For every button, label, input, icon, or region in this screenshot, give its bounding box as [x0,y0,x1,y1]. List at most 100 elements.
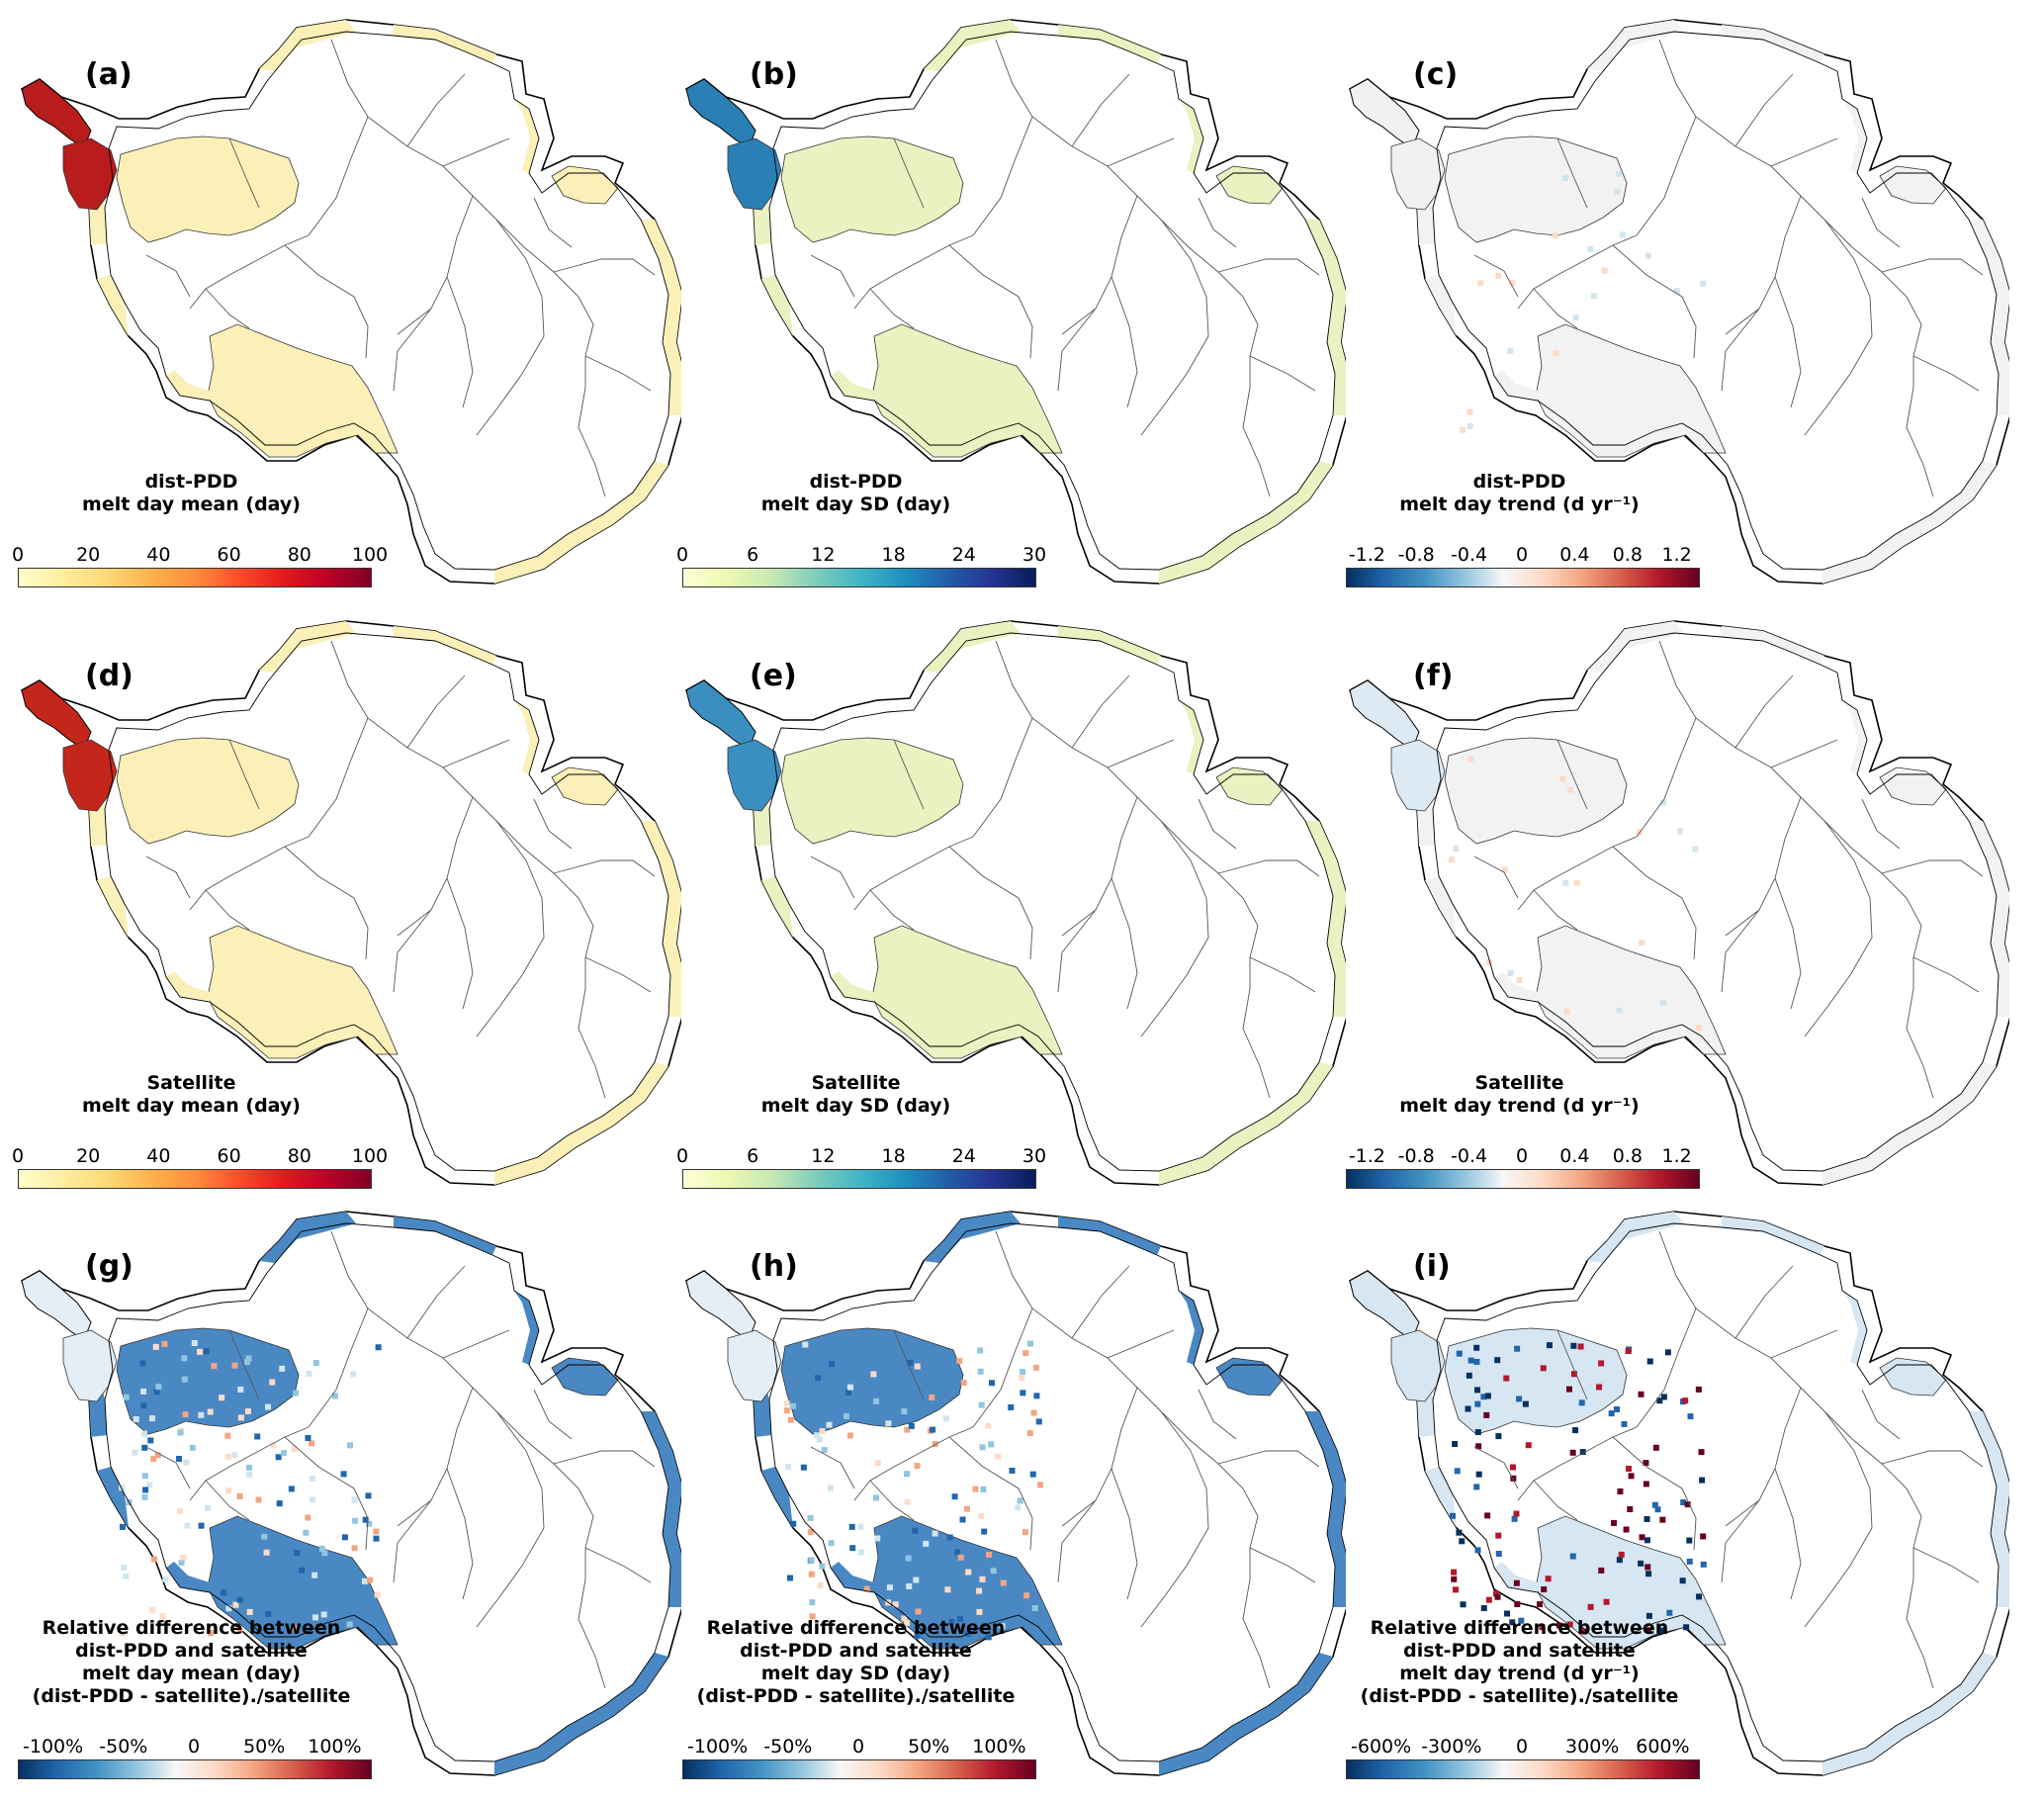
colorbar-c [1346,568,1700,587]
colorbar-ticks-c: -1.2 -0.8 -0.4 0 0.4 0.8 1.2 [1346,544,1698,566]
colorbar-title-line: dist-PDD [1472,471,1566,493]
colorbar-title-line: melt day mean (day) [82,1663,301,1684]
colorbar-title-line: melt day mean (day) [82,1095,301,1117]
colorbar-tick-label: 20 [76,1145,101,1167]
drainage-basins [145,1230,656,1689]
colorbar-tick-label: 24 [951,544,976,566]
colorbar-title-h: Relative difference between dist-PDD and … [665,1617,1047,1708]
colorbar-ticks-b: 0 6 12 18 24 30 [676,544,1046,566]
colorbar-title-d: Satellite melt day mean (day) [0,1072,383,1118]
melt-region [1349,1212,2009,1775]
colorbar-title-line: Relative difference between [42,1617,341,1639]
colorbar-ticks-d: 0 20 40 60 80 100 [12,1145,388,1167]
drainage-basins [1473,1230,1984,1689]
colorbar-e [682,1169,1036,1189]
colorbar-tick-label: -100% [687,1736,749,1757]
colorbar-title-line: (dist-PDD - satellite)./satellite [696,1685,1016,1707]
colorbar-tick-label: 600% [1636,1736,1690,1757]
colorbar-title-line: Satellite [811,1072,901,1094]
colorbar-tick-label: 30 [1022,1145,1047,1167]
panel-label-g: (g) [85,1249,133,1284]
colorbar-title-line: dist-PDD and satellite [75,1640,308,1662]
colorbar-tick-label: 0 [675,544,689,566]
colorbar-title-line: Satellite [146,1072,236,1094]
colorbar-tick-label: 12 [811,1145,836,1167]
colorbar-title-line: melt day SD (day) [760,1663,951,1684]
colorbar-tick-label: 100% [308,1736,362,1757]
antarctica-map-e [685,620,1346,1186]
colorbar-title-line: melt day SD (day) [760,494,951,515]
colorbar-title-line: melt day mean (day) [82,494,301,515]
colorbar-i [1346,1759,1700,1779]
colorbar-tick-label: 1.2 [1661,544,1692,566]
colorbar-tick-label: 0.8 [1612,1145,1643,1167]
colorbar-b [682,568,1036,587]
colorbar-tick-label: 0 [11,1145,25,1167]
colorbar-tick-label: 24 [951,1145,976,1167]
colorbar-tick-label: -50% [99,1736,148,1757]
colorbar-ticks-a: 0 20 40 60 80 100 [12,544,388,566]
colorbar-tick-label: 0 [11,544,25,566]
pixel-speckle [783,1340,1044,1641]
colorbar-tick-label: 0 [1515,1736,1529,1757]
colorbar-tick-label: 1.2 [1661,1145,1692,1167]
colorbar-tick-label: 0.8 [1612,544,1643,566]
panel-label-a: (a) [85,57,133,92]
panel-a: (a) dist-PDD melt day mean (day) 0 20 40 60 80 1… [0,0,681,593]
colorbar-title-line: (dist-PDD - satellite)./satellite [1360,1685,1679,1707]
colorbar-tick-label: 40 [146,544,171,566]
colorbar-tick-label: 80 [287,544,311,566]
drainage-basins [810,640,1320,1099]
antarctica-map-g [21,1211,681,1776]
colorbar-tick-label: 60 [217,1145,241,1167]
colorbar-tick-label: -600% [1351,1736,1412,1757]
antarctica-map-a [21,19,681,585]
panel-i: (i) Relative difference between dist-PDD a… [1328,1192,2009,1785]
colorbar-ticks-i: -600% -300% 0 300% 600% [1346,1736,1698,1757]
panel-f: (f) Satellite melt day trend (d yr⁻¹) -1.2-… [1328,601,2009,1195]
colorbar-ticks-f: -1.2 -0.8 -0.4 0 0.4 0.8 1.2 [1346,1145,1698,1167]
panel-label-e: (e) [750,659,797,693]
colorbar-tick-label: -100% [23,1736,84,1757]
colorbar-tick-label: -0.4 [1451,544,1488,566]
colorbar-tick-label: -0.4 [1451,1145,1488,1167]
colorbar-tick-label: 12 [811,544,836,566]
colorbar-tick-label: 50% [243,1736,286,1757]
colorbar-tick-label: 20 [76,544,101,566]
panel-d: (d) Satellite melt day mean (day) 0 20 40 60 80… [0,601,681,1195]
colorbar-tick-label: -300% [1421,1736,1482,1757]
drainage-basins [810,1230,1320,1689]
colorbar-title-c: dist-PDD melt day trend (d yr⁻¹) [1328,471,1711,516]
colorbar-tick-label: 0.4 [1559,1145,1590,1167]
colorbar-tick-label: -0.8 [1397,1145,1435,1167]
colorbar-ticks-g: -100% -50% 0 50% 100% [18,1736,370,1757]
colorbar-g [18,1759,372,1779]
melt-region [1349,20,2009,584]
colorbar-title-line: dist-PDD [144,471,238,493]
colorbar-tick-label: -1.2 [1348,1145,1385,1167]
colorbar-h [682,1759,1036,1779]
melt-region [685,1212,1346,1775]
colorbar-tick-label: 80 [287,1145,311,1167]
colorbar-tick-label: 30 [1022,544,1047,566]
colorbar-title-g: Relative difference between dist-PDD and … [0,1617,383,1708]
panel-g: (g) Relative difference between dist-PDD a… [0,1192,681,1785]
colorbar-tick-label: 100 [351,544,389,566]
colorbar-title-a: dist-PDD melt day mean (day) [0,471,383,516]
panel-b: (b) dist-PDD melt day SD (day) 0 6 12 18 24 30 [665,0,1346,593]
panel-label-i: (i) [1413,1249,1451,1284]
pixel-speckle [1460,170,1707,433]
colorbar-title-line: dist-PDD [809,471,903,493]
panel-label-d: (d) [85,659,133,693]
colorbar-title-line: dist-PDD and satellite [1403,1640,1636,1662]
colorbar-d [18,1169,372,1189]
colorbar-ticks-h: -100% -50% 0 50% 100% [682,1736,1034,1757]
colorbar-title-line: melt day trend (d yr⁻¹) [1399,1663,1640,1684]
antarctica-map-b [685,19,1346,585]
panel-label-h: (h) [750,1249,798,1284]
colorbar-tick-label: 0 [675,1145,689,1167]
colorbar-tick-label: -1.2 [1348,544,1385,566]
colorbar-f [1346,1169,1700,1189]
melt-region [21,621,681,1185]
panel-label-f: (f) [1413,659,1454,693]
